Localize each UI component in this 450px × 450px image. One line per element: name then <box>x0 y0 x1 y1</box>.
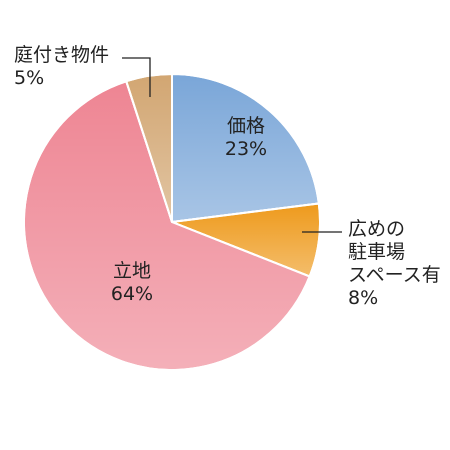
category-label: 庭付き物件 <box>14 44 110 66</box>
slice-label: 広めの 駐車場 スペース有 8% <box>348 218 441 310</box>
slice <box>171 202 321 278</box>
value-label: 64% <box>110 283 154 305</box>
category-label: 広めの 駐車場 スペース有 <box>348 218 441 286</box>
slice <box>171 72 320 224</box>
category-label: 立地 <box>112 260 152 282</box>
slice <box>125 72 173 223</box>
category-label: 価格 <box>226 115 266 137</box>
leader-line <box>122 57 151 97</box>
value-label: 23% <box>224 138 268 160</box>
slice <box>23 79 311 371</box>
slice-label: 庭付き物件 5% <box>14 44 109 90</box>
slice-label: 価格 23% <box>225 115 267 161</box>
value-label: 8% <box>348 287 379 309</box>
value-label: 5% <box>14 67 45 89</box>
slice-label: 立地 64% <box>111 260 153 306</box>
